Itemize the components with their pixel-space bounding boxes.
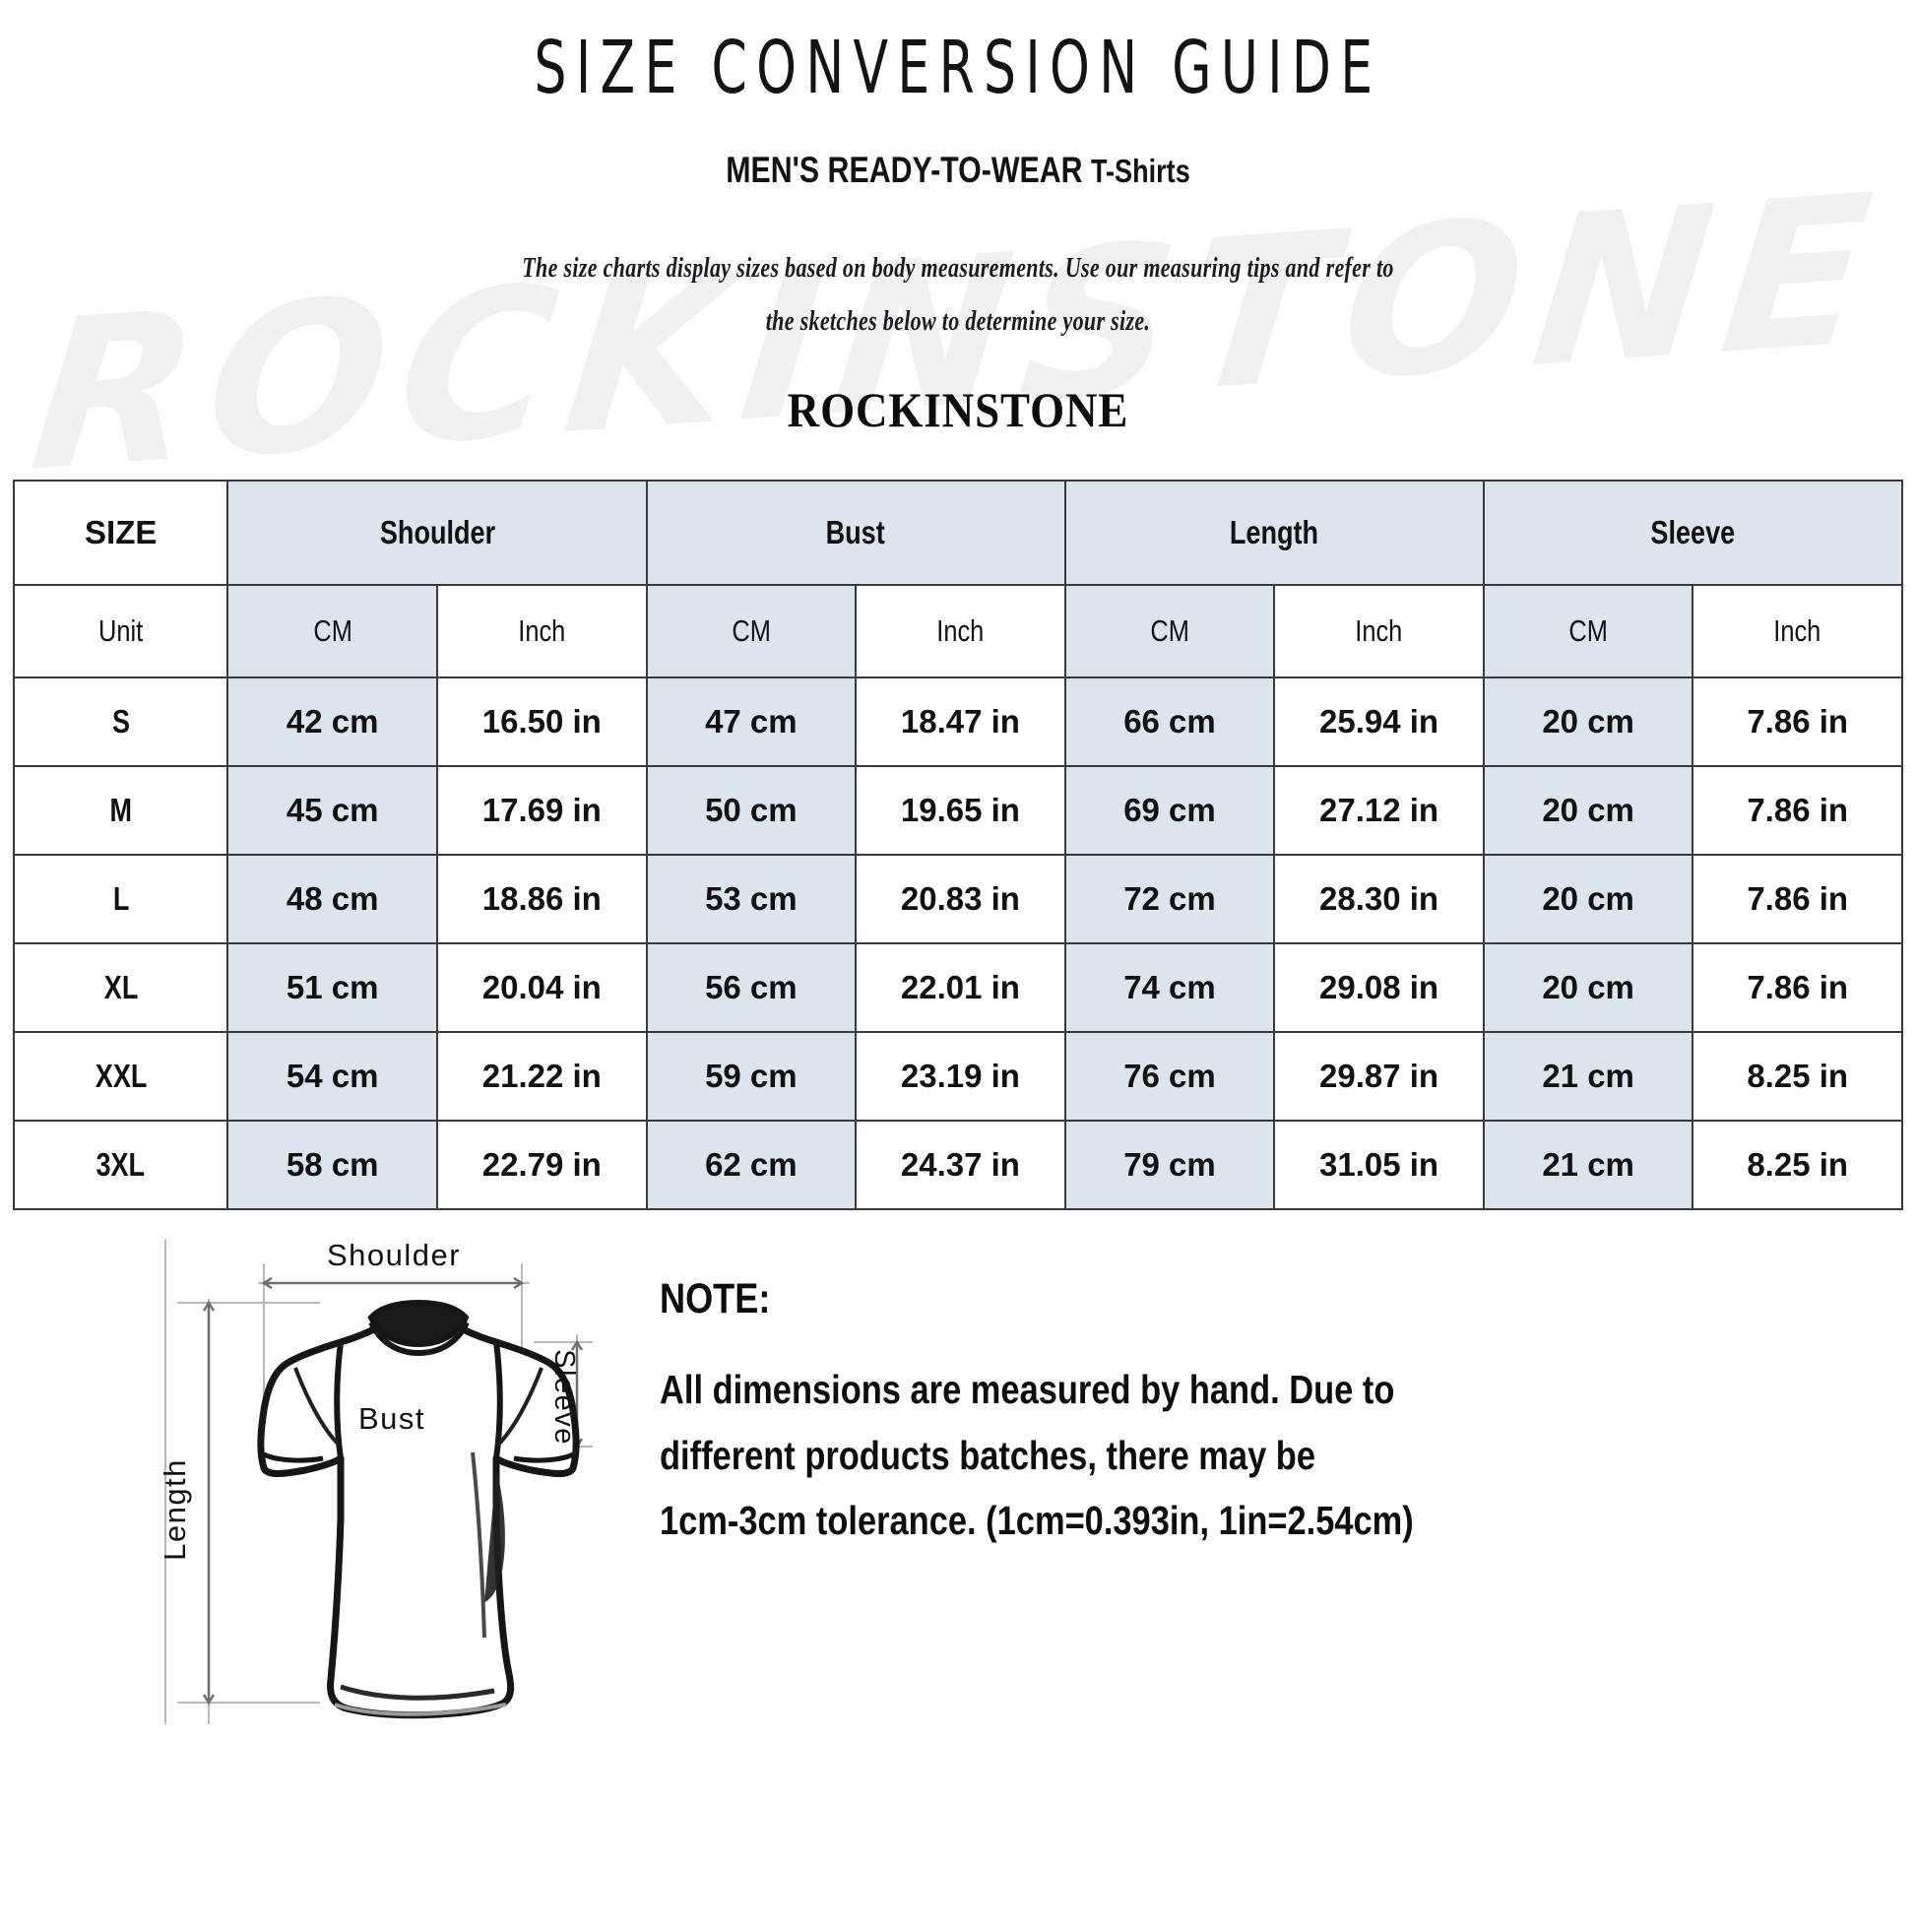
diagram-label-sleeve: Sleeve bbox=[548, 1349, 580, 1446]
cell-size-m: M bbox=[12, 765, 229, 857]
cell-3xl-inch-3: 8.25 in bbox=[1692, 1120, 1903, 1211]
table-unit-header-row: Unit CM Inch CM Inch CM Inch CM Inch bbox=[12, 584, 1903, 679]
header-unit-label: Unit bbox=[12, 584, 229, 679]
note-body: All dimensions are measured by hand. Due… bbox=[660, 1357, 1801, 1553]
cell-l-inch-0: 18.86 in bbox=[436, 854, 648, 945]
cell-size-l: L bbox=[12, 854, 229, 945]
cell-xxl-cm-3: 21 cm bbox=[1482, 1031, 1694, 1123]
cell-l-inch-2: 28.30 in bbox=[1273, 854, 1485, 945]
cell-xxl-inch-3: 8.25 in bbox=[1692, 1031, 1903, 1123]
header-unit-shoulder-cm: CM bbox=[226, 584, 438, 679]
cell-size-xxl: XXL bbox=[12, 1031, 229, 1123]
cell-xl-inch-3: 7.86 in bbox=[1692, 942, 1903, 1034]
header-unit-length-inch: Inch bbox=[1273, 584, 1485, 679]
cell-m-inch-3: 7.86 in bbox=[1692, 765, 1903, 857]
cell-m-inch-1: 19.65 in bbox=[855, 765, 1066, 857]
cell-xl-inch-0: 20.04 in bbox=[436, 942, 648, 1034]
cell-s-cm-2: 66 cm bbox=[1063, 676, 1276, 768]
cell-s-cm-3: 20 cm bbox=[1482, 676, 1694, 768]
table-row: 3XL 58 cm 22.79 in 62 cm 24.37 in 79 cm 31.05 … bbox=[12, 1120, 1903, 1211]
cell-xxl-cm-0: 54 cm bbox=[226, 1031, 438, 1123]
size-guide-page: ROCKINSTONE SIZE CONVERSION GUIDE MEN'S … bbox=[0, 16, 1916, 1932]
cell-s-inch-0: 16.50 in bbox=[436, 676, 648, 768]
table-row: M 45 cm 17.69 in 50 cm 19.65 in 69 cm 27.12 in… bbox=[12, 765, 1903, 857]
cell-m-inch-2: 27.12 in bbox=[1273, 765, 1485, 857]
cell-s-inch-3: 7.86 in bbox=[1692, 676, 1903, 768]
cell-l-cm-0: 48 cm bbox=[226, 854, 438, 945]
cell-3xl-cm-3: 21 cm bbox=[1482, 1120, 1694, 1211]
cell-size-xl: XL bbox=[12, 942, 229, 1034]
header-size: SIZE bbox=[12, 480, 229, 587]
page-subtitle: MEN'S READY-TO-WEAR T-Shirts bbox=[172, 150, 1744, 191]
diagram-label-shoulder: Shoulder bbox=[327, 1238, 461, 1272]
cell-xxl-inch-0: 21.22 in bbox=[436, 1031, 648, 1123]
cell-xl-cm-2: 74 cm bbox=[1063, 942, 1276, 1034]
cell-3xl-inch-0: 22.79 in bbox=[436, 1120, 648, 1211]
tshirt-measurement-diagram: Shoulder Bust Length Sleeve bbox=[148, 1224, 610, 1736]
cell-s-cm-1: 47 cm bbox=[645, 676, 858, 768]
cell-l-cm-1: 53 cm bbox=[645, 854, 858, 945]
cell-m-cm-1: 50 cm bbox=[645, 765, 858, 857]
table-row: XXL 54 cm 21.22 in 59 cm 23.19 in 76 cm 29.87 … bbox=[12, 1031, 1903, 1123]
note-line-3: 1cm-3cm tolerance. (1cm=0.393in, 1in=2.5… bbox=[660, 1498, 1414, 1544]
cell-3xl-cm-1: 62 cm bbox=[645, 1120, 858, 1211]
cell-m-cm-0: 45 cm bbox=[226, 765, 438, 857]
size-conversion-table: SIZE Shoulder Bust Length Sleeve Unit CM… bbox=[12, 480, 1904, 1211]
cell-3xl-inch-1: 24.37 in bbox=[855, 1120, 1066, 1211]
table-row: S 42 cm 16.50 in 47 cm 18.47 in 66 cm 25.94 in… bbox=[12, 676, 1903, 768]
table-row: XL 51 cm 20.04 in 56 cm 22.01 in 74 cm 29.08 i… bbox=[12, 942, 1903, 1034]
cell-3xl-cm-0: 58 cm bbox=[226, 1120, 438, 1211]
header-unit-sleeve-inch: Inch bbox=[1692, 584, 1903, 679]
cell-xxl-inch-1: 23.19 in bbox=[855, 1031, 1066, 1123]
cell-xl-inch-1: 22.01 in bbox=[855, 942, 1066, 1034]
cell-xxl-cm-1: 59 cm bbox=[645, 1031, 858, 1123]
diagram-label-length: Length bbox=[158, 1458, 192, 1561]
table-group-header-row: SIZE Shoulder Bust Length Sleeve bbox=[12, 480, 1904, 587]
cell-xl-cm-0: 51 cm bbox=[226, 942, 438, 1034]
cell-xl-cm-3: 20 cm bbox=[1482, 942, 1694, 1034]
cell-size-s: S bbox=[12, 676, 229, 768]
cell-l-inch-1: 20.83 in bbox=[855, 854, 1066, 945]
subtitle-category: MEN'S READY-TO-WEAR bbox=[726, 150, 1083, 190]
header-unit-shoulder-inch: Inch bbox=[436, 584, 648, 679]
header-group-length: Length bbox=[1063, 480, 1485, 587]
table-body: S 42 cm 16.50 in 47 cm 18.47 in 66 cm 25.94 in… bbox=[12, 676, 1903, 1211]
header-unit-length-cm: CM bbox=[1063, 584, 1276, 679]
page-title: SIZE CONVERSION GUIDE bbox=[534, 26, 1382, 110]
note-block: NOTE: All dimensions are measured by han… bbox=[660, 1224, 1821, 1553]
cell-3xl-inch-2: 31.05 in bbox=[1273, 1120, 1485, 1211]
cell-l-cm-3: 20 cm bbox=[1482, 854, 1694, 945]
cell-l-inch-3: 7.86 in bbox=[1692, 854, 1903, 945]
cell-3xl-cm-2: 79 cm bbox=[1063, 1120, 1276, 1211]
cell-xxl-inch-2: 29.87 in bbox=[1273, 1031, 1485, 1123]
note-line-1: All dimensions are measured by hand. Due… bbox=[660, 1367, 1395, 1413]
note-title: NOTE: bbox=[660, 1275, 771, 1323]
diagram-label-bust: Bust bbox=[358, 1401, 425, 1436]
header-unit-bust-inch: Inch bbox=[855, 584, 1066, 679]
header-group-bust: Bust bbox=[645, 480, 1066, 587]
cell-m-inch-0: 17.69 in bbox=[436, 765, 648, 857]
note-line-2: different products batches, there may be bbox=[660, 1432, 1316, 1478]
cell-s-cm-0: 42 cm bbox=[226, 676, 438, 768]
guide-description: The size charts display sizes based on b… bbox=[522, 252, 1394, 337]
table-row: L 48 cm 18.86 in 53 cm 20.83 in 72 cm 28.30 in… bbox=[12, 854, 1903, 945]
cell-m-cm-2: 69 cm bbox=[1063, 765, 1276, 857]
page-content: SIZE CONVERSION GUIDE MEN'S READY-TO-WEA… bbox=[0, 16, 1916, 1736]
bottom-section: Shoulder Bust Length Sleeve NOTE: All di… bbox=[0, 1224, 1916, 1736]
cell-l-cm-2: 72 cm bbox=[1063, 854, 1276, 945]
cell-size-3xl: 3XL bbox=[12, 1120, 229, 1211]
brand-name: ROCKINSTONE bbox=[787, 382, 1129, 438]
cell-s-inch-1: 18.47 in bbox=[855, 676, 1066, 768]
cell-xl-cm-1: 56 cm bbox=[645, 942, 858, 1034]
header-unit-sleeve-cm: CM bbox=[1482, 584, 1694, 679]
cell-m-cm-3: 20 cm bbox=[1482, 765, 1694, 857]
header-unit-bust-cm: CM bbox=[645, 584, 858, 679]
cell-s-inch-2: 25.94 in bbox=[1273, 676, 1485, 768]
header-group-shoulder: Shoulder bbox=[226, 480, 648, 587]
cell-xxl-cm-2: 76 cm bbox=[1063, 1031, 1276, 1123]
cell-xl-inch-2: 29.08 in bbox=[1273, 942, 1485, 1034]
subtitle-product: T-Shirts bbox=[1091, 153, 1190, 189]
header-group-sleeve: Sleeve bbox=[1482, 480, 1904, 587]
